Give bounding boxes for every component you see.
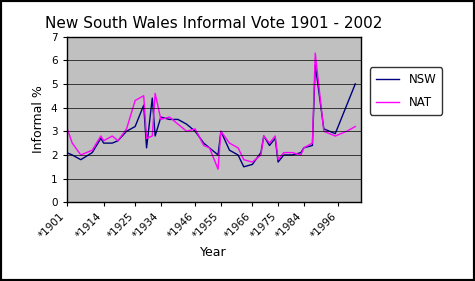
NSW — [101, 141, 106, 145]
NAT — [150, 134, 155, 138]
Title: New South Wales Informal Vote 1901 - 2002: New South Wales Informal Vote 1901 - 200… — [45, 16, 382, 31]
NSW — [249, 163, 255, 166]
NSW — [109, 141, 115, 145]
NSW — [235, 153, 241, 157]
NAT — [352, 125, 358, 128]
NSW — [218, 130, 224, 133]
NAT — [321, 130, 327, 133]
NSW — [344, 103, 350, 107]
NAT — [344, 130, 350, 133]
NSW — [175, 118, 181, 121]
NSW — [281, 153, 286, 157]
NSW — [132, 125, 138, 128]
NAT — [218, 130, 224, 133]
NAT — [298, 153, 304, 157]
NSW — [69, 153, 75, 157]
NSW — [201, 141, 207, 145]
NAT — [98, 134, 104, 138]
NAT — [261, 134, 266, 138]
NSW — [258, 151, 264, 154]
NSW — [192, 130, 198, 133]
NSW — [215, 153, 221, 157]
NAT — [132, 99, 138, 102]
NAT — [115, 139, 121, 142]
NSW — [152, 134, 158, 138]
NAT — [290, 151, 295, 154]
NAT — [272, 134, 278, 138]
NAT — [184, 130, 190, 133]
NSW — [290, 153, 295, 157]
NSW — [298, 151, 304, 154]
NAT — [124, 127, 129, 131]
Line: NSW: NSW — [66, 65, 355, 167]
Line: NAT: NAT — [66, 53, 355, 169]
NSW — [321, 127, 327, 131]
NAT — [301, 146, 307, 149]
NSW — [261, 134, 266, 138]
NSW — [115, 139, 121, 142]
NSW — [352, 82, 358, 86]
NSW — [266, 144, 272, 147]
NAT — [235, 146, 241, 149]
NAT — [141, 94, 147, 98]
NAT — [266, 141, 272, 145]
X-axis label: Year: Year — [200, 246, 227, 259]
NAT — [258, 153, 264, 157]
NAT — [158, 118, 164, 121]
NAT — [192, 127, 198, 131]
NSW — [301, 146, 307, 149]
NSW — [64, 151, 69, 154]
NSW — [89, 151, 95, 154]
NSW — [150, 96, 155, 100]
NAT — [69, 141, 75, 145]
NSW — [310, 144, 315, 147]
NSW — [124, 130, 129, 133]
NAT — [281, 151, 286, 154]
NAT — [275, 158, 281, 161]
NSW — [98, 137, 104, 140]
Y-axis label: Informal %: Informal % — [32, 85, 45, 153]
NAT — [109, 134, 115, 138]
NSW — [272, 137, 278, 140]
NAT — [175, 123, 181, 126]
NAT — [332, 134, 338, 138]
NSW — [184, 123, 190, 126]
NAT — [78, 153, 84, 157]
Legend: NSW, NAT: NSW, NAT — [370, 67, 442, 115]
NSW — [313, 63, 318, 67]
NAT — [64, 125, 69, 128]
NAT — [144, 137, 150, 140]
NSW — [144, 146, 150, 149]
NSW — [158, 115, 164, 119]
NAT — [313, 51, 318, 55]
NAT — [167, 115, 172, 119]
NAT — [89, 149, 95, 152]
NAT — [310, 141, 315, 145]
NAT — [201, 144, 207, 147]
NAT — [249, 160, 255, 164]
NAT — [152, 92, 158, 95]
NAT — [227, 141, 232, 145]
NSW — [167, 118, 172, 121]
NAT — [101, 139, 106, 142]
NSW — [78, 158, 84, 161]
NAT — [215, 167, 221, 171]
NSW — [332, 132, 338, 135]
NSW — [207, 146, 212, 149]
NSW — [241, 165, 247, 169]
NSW — [141, 103, 147, 107]
NSW — [275, 160, 281, 164]
NSW — [227, 149, 232, 152]
NAT — [207, 146, 212, 149]
NAT — [241, 158, 247, 161]
